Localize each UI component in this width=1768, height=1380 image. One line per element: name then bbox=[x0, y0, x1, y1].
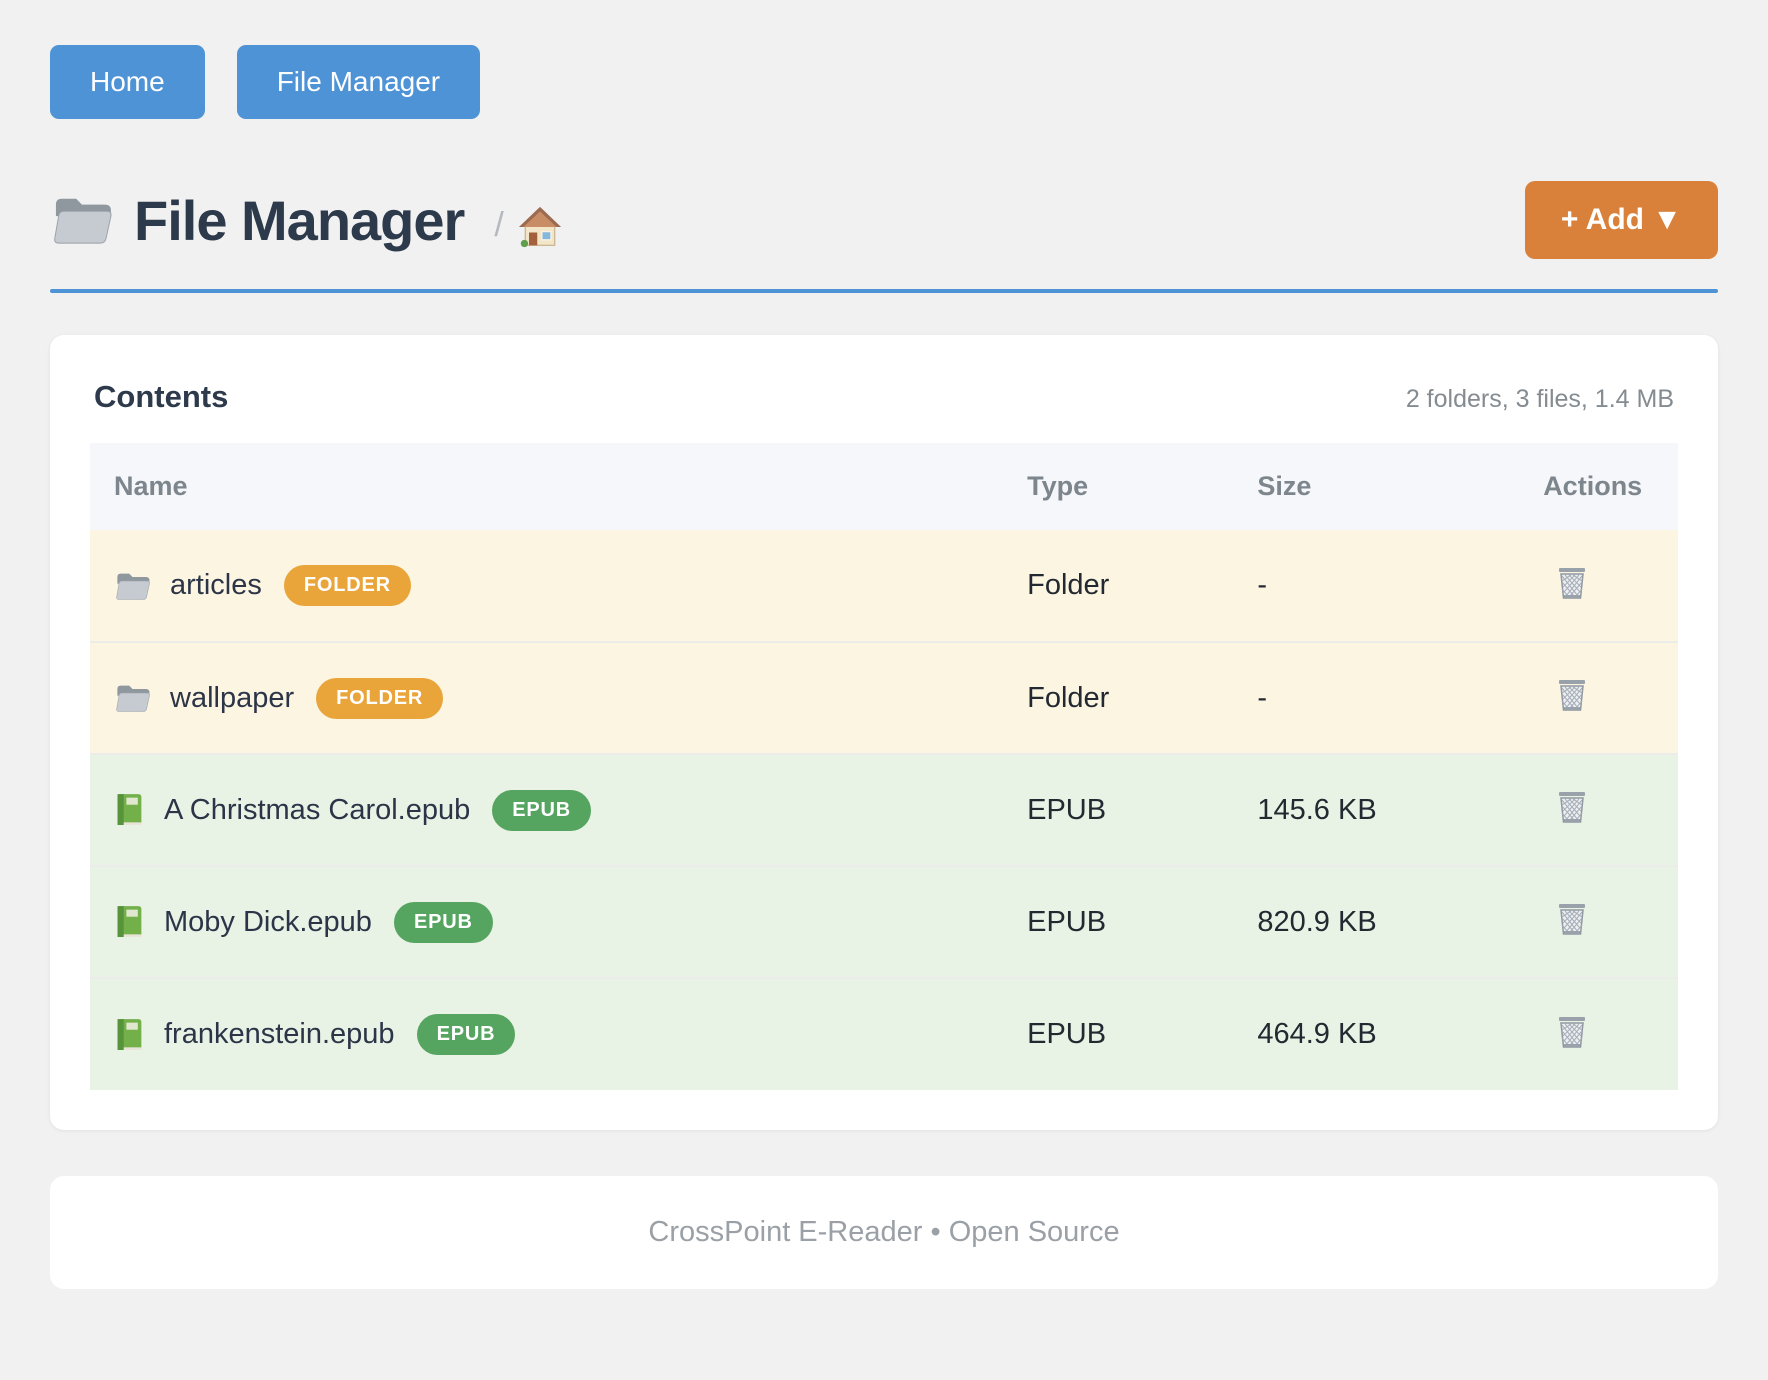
column-header-size: Size bbox=[1233, 443, 1520, 530]
title-group: File Manager / bbox=[50, 188, 562, 253]
nav-home-button[interactable]: Home bbox=[50, 45, 205, 119]
top-nav: Home File Manager bbox=[50, 45, 1718, 119]
file-name[interactable]: frankenstein.epub bbox=[164, 1018, 395, 1050]
trash-icon[interactable] bbox=[1553, 674, 1591, 714]
page-header: File Manager / + Add ▼ bbox=[50, 181, 1718, 259]
folder-icon bbox=[114, 682, 150, 714]
type-badge: FOLDER bbox=[283, 565, 411, 606]
file-size: - bbox=[1233, 641, 1520, 754]
home-icon[interactable] bbox=[518, 205, 562, 249]
green-book-icon bbox=[114, 904, 144, 940]
type-badge: EPUB bbox=[393, 901, 493, 943]
type-badge: FOLDER bbox=[316, 677, 444, 719]
trash-icon[interactable] bbox=[1553, 1011, 1591, 1051]
column-header-name: Name bbox=[90, 443, 1004, 530]
trash-icon[interactable] bbox=[1553, 786, 1591, 826]
file-size: - bbox=[1233, 530, 1520, 642]
table-row[interactable]: Moby Dick.epub EPUB EPUB 820.9 KB bbox=[90, 865, 1678, 978]
file-size: 145.6 KB bbox=[1233, 753, 1520, 866]
trash-icon[interactable] bbox=[1553, 898, 1591, 938]
type-badge: EPUB bbox=[492, 789, 592, 831]
table-row[interactable]: articles FOLDER Folder - bbox=[90, 530, 1678, 642]
file-name[interactable]: A Christmas Carol.epub bbox=[164, 793, 471, 826]
table-header-row: Name Type Size Actions bbox=[90, 443, 1678, 530]
file-type: EPUB bbox=[1003, 977, 1234, 1090]
file-size: 464.9 KB bbox=[1233, 977, 1520, 1090]
page: Home File Manager File Manager / bbox=[50, 45, 1718, 1289]
file-name[interactable]: wallpaper bbox=[170, 681, 295, 714]
header-divider bbox=[50, 289, 1718, 293]
footer: CrossPoint E-Reader • Open Source bbox=[50, 1176, 1718, 1289]
nav-file-manager-button[interactable]: File Manager bbox=[236, 45, 481, 119]
breadcrumb-separator: / bbox=[494, 205, 504, 244]
file-type: EPUB bbox=[1003, 753, 1234, 866]
contents-card-header: Contents 2 folders, 3 files, 1.4 MB bbox=[90, 375, 1678, 443]
table-row[interactable]: A Christmas Carol.epub EPUB EPUB 145.6 K… bbox=[90, 753, 1678, 866]
open-folder-icon bbox=[50, 193, 112, 247]
column-header-actions: Actions bbox=[1519, 443, 1678, 530]
contents-heading: Contents bbox=[94, 379, 229, 414]
trash-icon[interactable] bbox=[1553, 562, 1591, 602]
add-button[interactable]: + Add ▼ bbox=[1524, 181, 1718, 259]
type-badge: EPUB bbox=[416, 1014, 516, 1055]
contents-card: Contents 2 folders, 3 files, 1.4 MB Name… bbox=[50, 335, 1718, 1130]
folder-icon bbox=[114, 570, 150, 602]
file-type: EPUB bbox=[1003, 865, 1234, 978]
file-name[interactable]: Moby Dick.epub bbox=[164, 905, 372, 938]
file-size: 820.9 KB bbox=[1233, 865, 1520, 978]
table-row[interactable]: wallpaper FOLDER Folder - bbox=[90, 641, 1678, 754]
green-book-icon bbox=[114, 792, 144, 828]
file-table: Name Type Size Actions bbox=[90, 443, 1678, 1090]
page-title: File Manager bbox=[134, 188, 465, 252]
file-table-body: articles FOLDER Folder - bbox=[90, 530, 1678, 1090]
table-row[interactable]: frankenstein.epub EPUB EPUB 464.9 KB bbox=[90, 977, 1678, 1090]
file-type: Folder bbox=[1003, 641, 1234, 754]
file-type: Folder bbox=[1003, 530, 1234, 642]
file-name[interactable]: articles bbox=[170, 569, 262, 601]
column-header-type: Type bbox=[1003, 443, 1234, 530]
footer-text: CrossPoint E-Reader • Open Source bbox=[648, 1216, 1120, 1248]
green-book-icon bbox=[114, 1017, 144, 1053]
contents-summary: 2 folders, 3 files, 1.4 MB bbox=[1405, 385, 1674, 413]
